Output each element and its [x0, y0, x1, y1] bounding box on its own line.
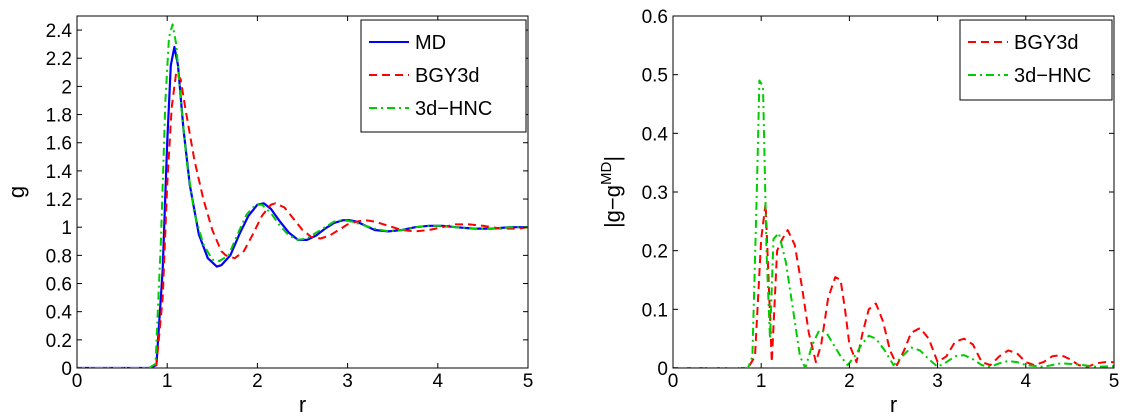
x-tick-label: 4: [433, 371, 444, 392]
y-tick-label: 0.5: [642, 66, 668, 87]
x-tick-label: 3: [932, 371, 943, 392]
x-tick-label: 5: [1109, 371, 1120, 392]
left-chart-g-vs-r: 0 1 2 3 4 500.20.40.60.811.21.41.61.822.22.4r…: [4, 15, 534, 417]
legend-label-bgy3d: BGY3d: [1014, 32, 1078, 54]
x-axis-label: r: [890, 392, 897, 417]
x-tick-label: 2: [252, 371, 263, 392]
y-tick-label: 1.2: [46, 190, 72, 211]
y-tick-label: 0.6: [642, 7, 668, 28]
y-tick-label: 1.6: [46, 134, 72, 155]
y-tick-label: 0: [61, 359, 72, 380]
series-line-3d-hnc: [673, 79, 1114, 368]
legend-label-bgy3d: BGY3d: [415, 65, 479, 87]
x-tick-label: 3: [342, 371, 353, 392]
right-chart-abs-diff-vs-r: 0 1 2 3 4 5 0 0.1 0.2 0.3 0.4 0.5 0.6 r |g−gMD| BGY3d 3d…: [598, 7, 1119, 417]
x-tick-label: 2: [844, 371, 855, 392]
legend-label-md: MD: [415, 32, 446, 54]
y-tick-label: 0.2: [46, 331, 72, 352]
y-tick-label: 0.4: [642, 124, 669, 145]
y-tick-label: 0.2: [642, 242, 668, 263]
x-tick-label: 1: [162, 371, 173, 392]
y-tick-label: 0.8: [46, 246, 72, 267]
legend-label-3d-hnc: 3d−HNC: [415, 98, 492, 120]
y-axis-label: |g−gMD|: [598, 156, 625, 228]
y-tick-label: 0: [657, 359, 668, 380]
y-tick-label: 2: [61, 77, 72, 98]
y-tick-label: 1.4: [46, 162, 73, 183]
y-tick-label: 0.3: [642, 183, 668, 204]
legend-box: [959, 19, 1113, 101]
y-tick-label: 0.6: [46, 275, 72, 296]
legend-label-3d-hnc: 3d−HNC: [1014, 65, 1091, 87]
series-line-bgy3d: [77, 71, 528, 368]
series-line-3d-hnc: [77, 23, 528, 368]
y-tick-label: 2.4: [46, 21, 73, 42]
x-tick-label: 0: [72, 371, 83, 392]
legend: MD BGY3d 3d−HNC: [360, 19, 527, 133]
y-axis-label: g: [4, 186, 29, 198]
x-tick-label: 1: [756, 371, 767, 392]
y-tick-label: 1.8: [46, 106, 72, 127]
y-tick-label: 0.4: [46, 303, 73, 324]
y-tick-label: 2.2: [46, 49, 72, 70]
x-tick-label: 4: [1021, 371, 1032, 392]
y-tick-label: 1: [61, 218, 72, 239]
legend: BGY3d 3d−HNC: [959, 19, 1113, 101]
series-line-bgy3d: [673, 202, 1114, 368]
x-tick-label: 5: [523, 371, 534, 392]
series-group: [77, 23, 528, 368]
y-tick-label: 0.1: [642, 300, 668, 321]
x-tick-label: 0: [668, 371, 679, 392]
series-group: [673, 79, 1114, 368]
x-axis-label: r: [299, 392, 306, 417]
